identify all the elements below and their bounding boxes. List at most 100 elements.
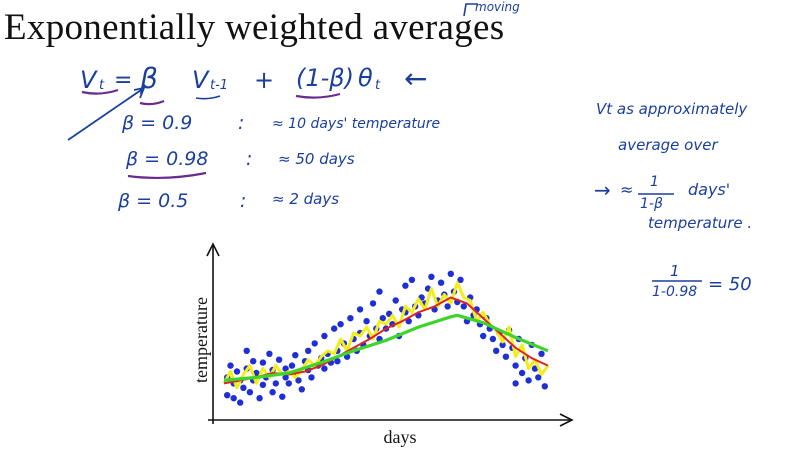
formula-vt: V <box>80 66 97 94</box>
temperature-data-point <box>538 350 545 357</box>
temperature-data-point <box>311 340 318 347</box>
example-colon-2: : <box>246 148 253 170</box>
temperature-data-point <box>502 353 510 360</box>
temperature-data-point <box>408 276 416 283</box>
temperature-data-point <box>363 318 370 325</box>
temperature-data-point <box>230 395 237 402</box>
temperature-data-point <box>321 365 328 372</box>
temperature-data-point <box>246 389 254 396</box>
formula-vt-sub: t <box>99 78 105 93</box>
example-beta-05: β = 0.5 <box>118 190 189 212</box>
chart-axes <box>206 242 574 427</box>
temperature-data-point <box>253 369 260 377</box>
temperature-data-point <box>266 350 273 357</box>
temperature-data-point <box>379 315 386 322</box>
temperature-data-point <box>518 369 526 377</box>
temperature-data-point <box>428 273 435 280</box>
temperature-data-point <box>444 303 451 310</box>
temperature-data-point <box>460 303 467 310</box>
temperature-data-point <box>295 377 302 384</box>
x-axis-arrowhead <box>559 413 574 427</box>
y-axis-arrowhead <box>206 242 220 257</box>
temperature-data-point <box>493 347 500 354</box>
temperature-data-point <box>535 374 542 381</box>
x-axis-title: days <box>384 427 417 447</box>
example-result-05: ≈ 2 days <box>272 190 340 208</box>
side-note-line2: average over <box>618 136 718 154</box>
example-beta-098: β = 0.98 <box>126 148 209 170</box>
temperature-data-point <box>288 362 296 369</box>
formula-equals: = <box>114 68 133 93</box>
example-colon-3: : <box>240 190 247 212</box>
series-line-green <box>223 313 549 382</box>
temperature-data-point <box>269 389 276 396</box>
temperature-data-point <box>233 368 241 375</box>
slide-title: Exponentially weighted averages <box>4 7 505 48</box>
y-axis-title: temperature <box>191 297 211 383</box>
temperature-data-point <box>282 365 289 372</box>
temperature-data-point <box>243 347 250 354</box>
temperature-data-point <box>334 358 341 365</box>
formula-beta: β <box>140 62 158 95</box>
formula-theta: θ <box>358 64 373 92</box>
temperature-data-point <box>480 332 487 340</box>
temperature-data-point <box>347 315 354 322</box>
formula-theta-sub: t <box>375 78 381 93</box>
temperature-data-point <box>250 358 257 365</box>
side-note-days: days' <box>688 180 731 199</box>
chart-marks <box>222 270 550 406</box>
temperature-data-point <box>457 276 464 283</box>
example-beta-09: β = 0.9 <box>122 112 193 134</box>
calc-result: = 50 <box>708 274 752 295</box>
side-note-line1: Vt as approximately <box>596 100 748 118</box>
temperature-data-point <box>259 381 267 388</box>
formula-arrow: ← <box>404 62 428 95</box>
temperature-data-point <box>259 359 267 366</box>
side-note-arrow: → <box>594 178 611 202</box>
temperature-data-point <box>525 377 532 384</box>
temperature-data-point <box>331 325 338 332</box>
temperature-data-point <box>402 282 409 289</box>
temperature-data-point <box>489 335 497 343</box>
temperature-data-point <box>227 362 234 369</box>
formula-one-minus-beta: (1-β) <box>296 64 354 92</box>
example-result-098: ≈ 50 days <box>278 150 355 168</box>
example-result-09: ≈ 10 days' temperature <box>272 116 441 132</box>
temperature-data-point <box>256 395 263 402</box>
temperature-data-point <box>541 383 548 390</box>
temperature-data-point <box>292 352 299 359</box>
side-note-line4: temperature . <box>648 214 753 232</box>
title-note-moving: moving <box>475 0 520 14</box>
temperature-data-point <box>356 306 364 313</box>
temperature-data-point <box>499 341 506 349</box>
temperature-data-point <box>279 393 286 400</box>
temperature-data-point <box>447 270 454 277</box>
temperature-data-point <box>437 279 445 286</box>
temperature-data-point <box>275 356 283 363</box>
temperature-data-point <box>285 380 292 387</box>
temperature-data-point <box>321 332 328 340</box>
temperature-data-point <box>305 347 312 354</box>
formula-plus: + <box>254 66 275 94</box>
temperature-data-point <box>337 321 344 328</box>
side-note-approx: ≈ <box>620 180 634 199</box>
calc-numerator: 1 <box>670 262 680 280</box>
calc-denominator: 1-0.98 <box>652 284 698 300</box>
temperature-data-point <box>512 380 519 387</box>
temperature-data-point <box>237 399 244 406</box>
side-note-frac-den: 1-β <box>640 196 663 212</box>
formula-v-prev-sub: t-1 <box>210 78 229 93</box>
temperature-data-point <box>392 297 399 304</box>
temperature-data-point <box>240 384 247 391</box>
temperature-data-point <box>224 392 231 399</box>
side-note-frac-num: 1 <box>650 174 659 190</box>
example-colon-1: : <box>238 112 245 134</box>
temperature-data-point <box>308 374 315 381</box>
temperature-data-point <box>272 380 279 387</box>
temperature-data-point <box>512 362 519 369</box>
temperature-data-point <box>298 386 305 393</box>
temperature-data-point <box>282 374 289 381</box>
temperature-data-point <box>376 288 383 295</box>
